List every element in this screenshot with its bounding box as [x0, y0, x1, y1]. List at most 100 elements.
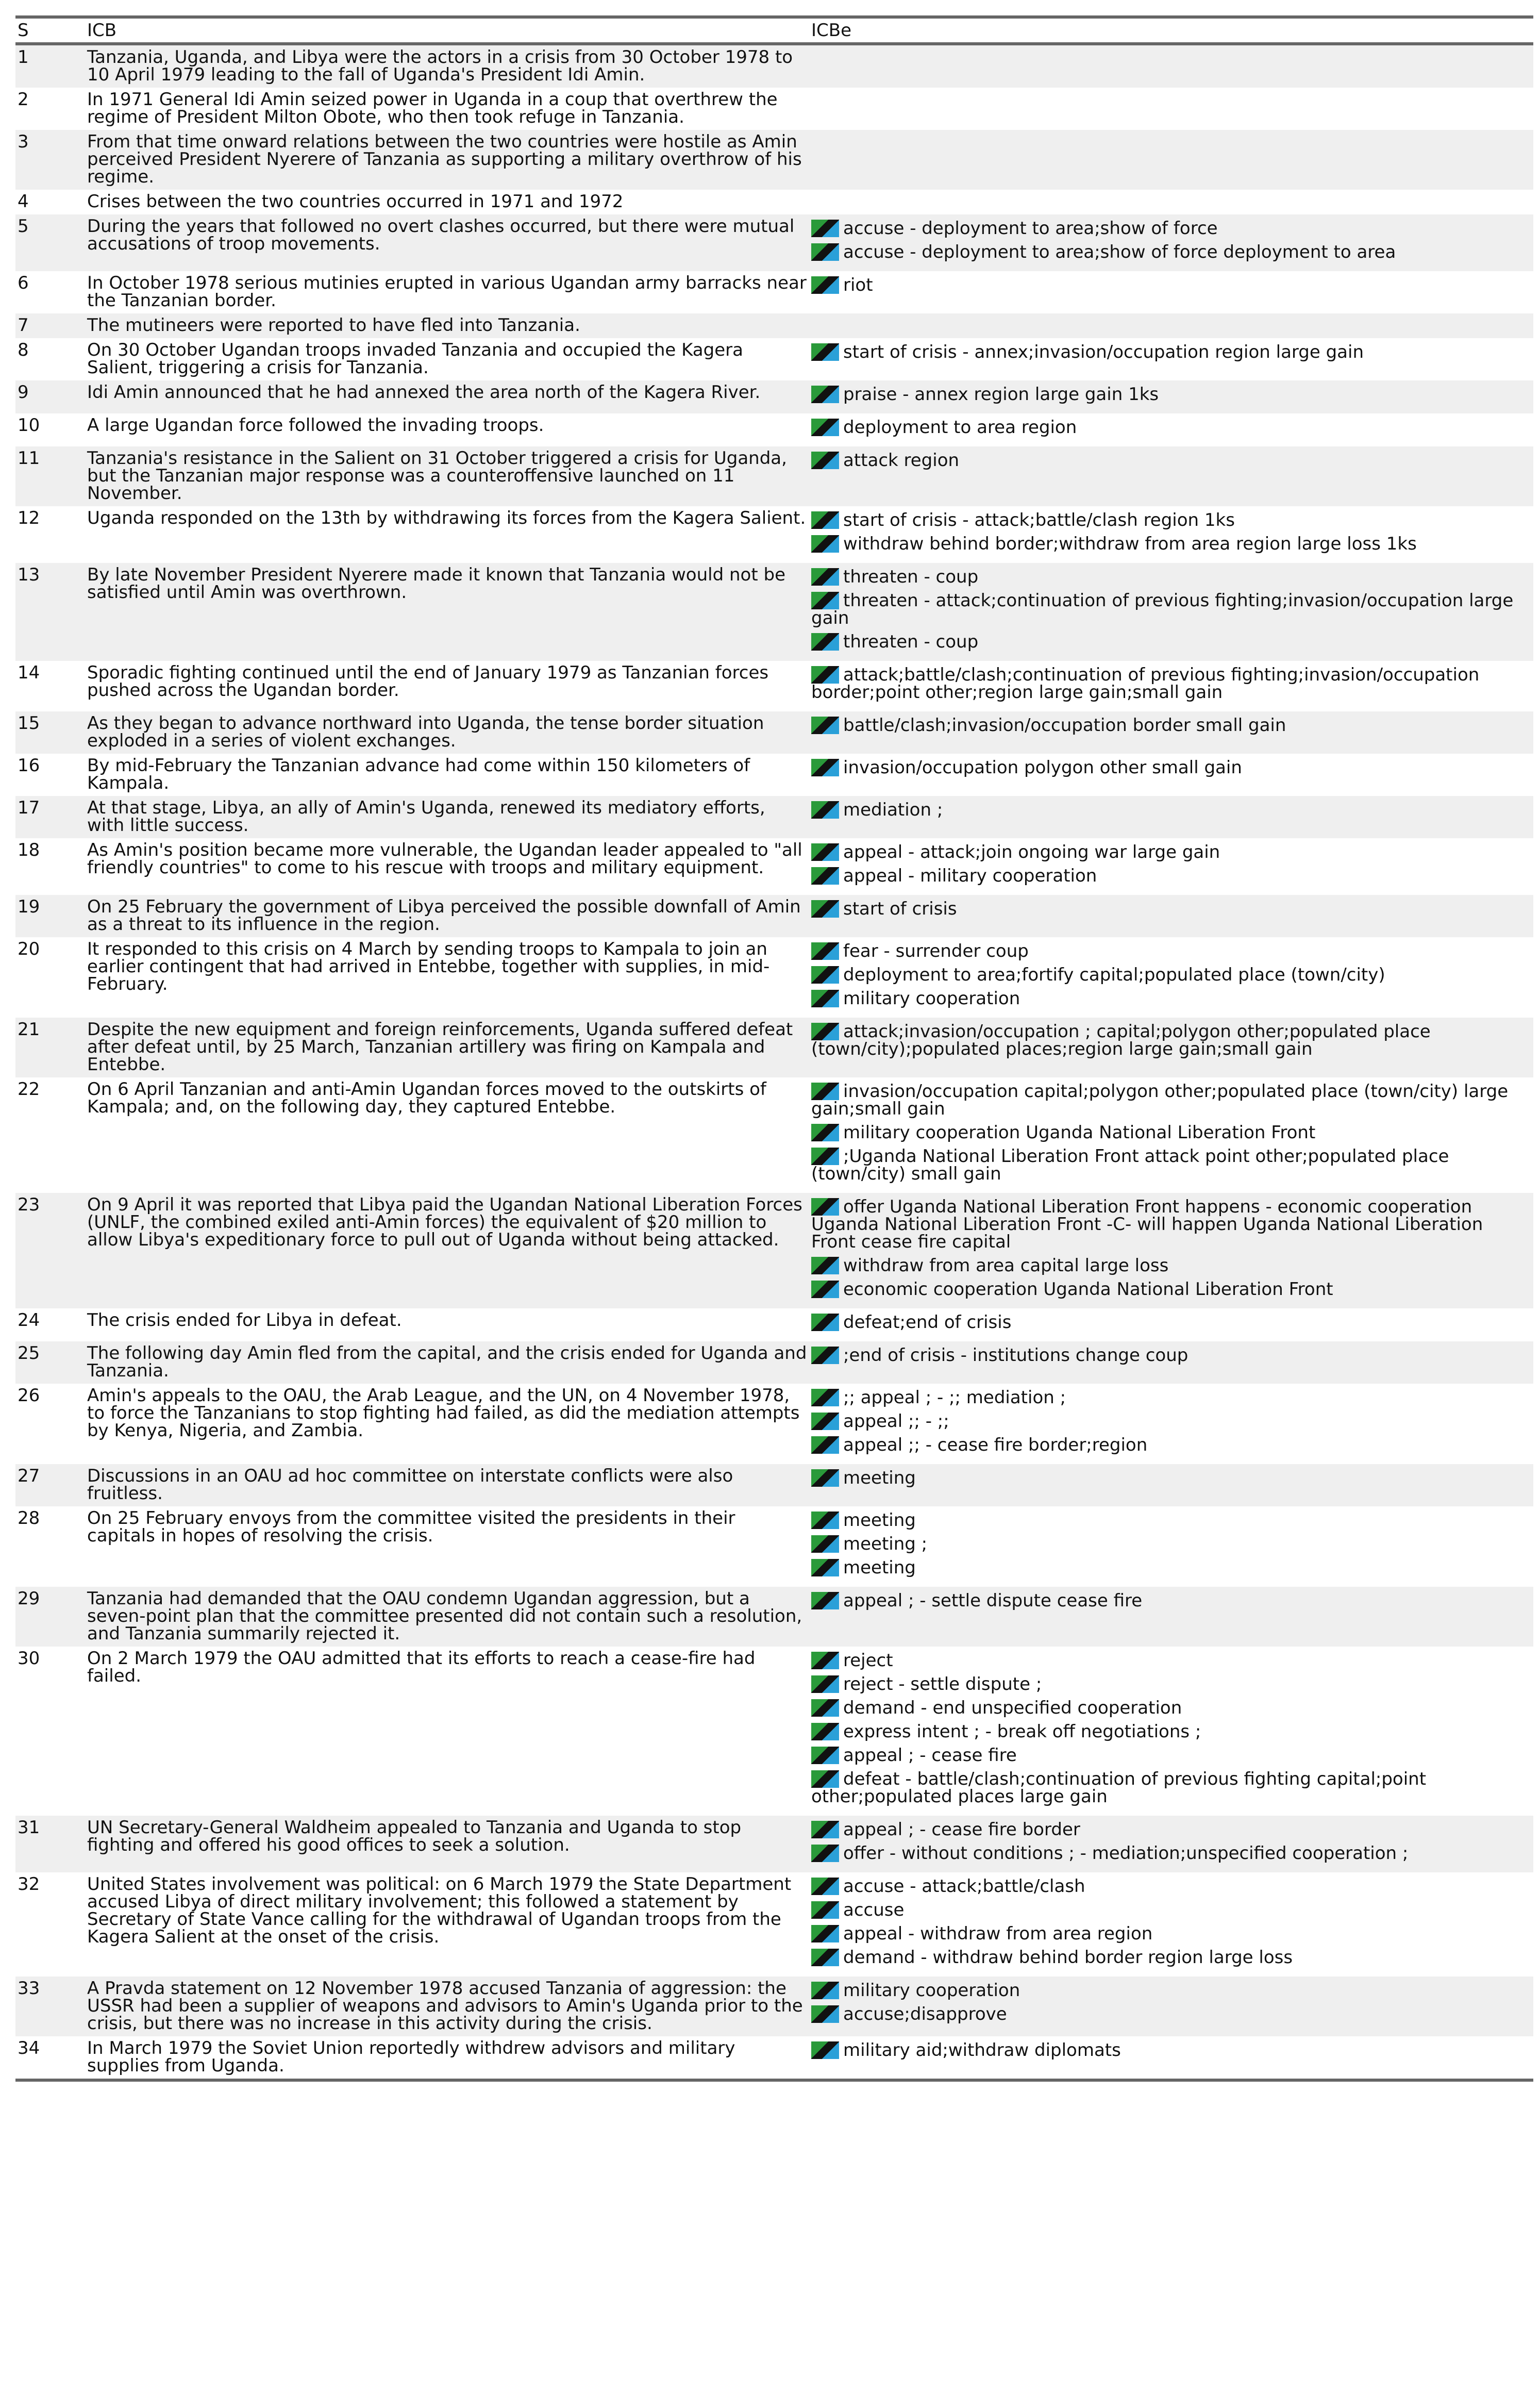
s-cell: 1 [15, 44, 85, 88]
row: 25 The following day Amin fled from the c… [15, 1341, 1533, 1384]
icbe-text: mediation ; [843, 800, 943, 820]
flag-icon [811, 1949, 839, 1966]
flag-icon [811, 1901, 839, 1919]
icb-cell: Amin's appeals to the OAU, the Arab Leag… [87, 1385, 800, 1441]
icbe-text: threaten - coup [843, 567, 979, 587]
header-cell: S [15, 17, 85, 45]
flag-icon [811, 1821, 839, 1838]
row: 16 By mid-February the Tanzanian advance … [15, 754, 1533, 796]
icbe-line: appeal ; - settle dispute cease fire [811, 1592, 1531, 1609]
row: 5 During the years that followed no overt… [15, 214, 1533, 271]
icbe-line: threaten - coup [811, 633, 1531, 651]
row: 17 At that stage, Libya, an ally of Amin'… [15, 796, 1533, 838]
s-cell: 14 [18, 662, 40, 683]
icb-cell: Tanzania had demanded that the OAU conde… [85, 1587, 809, 1647]
icbe-text: withdraw from area capital large loss [843, 1255, 1169, 1276]
icbe-cell: ;end of crisis - institutions change cou… [809, 1341, 1533, 1384]
icbe-cell: attack region [809, 446, 1533, 506]
flag-icon [811, 1652, 839, 1669]
flag-icon [811, 1845, 839, 1862]
row: 2 In 1971 General Idi Amin seized power i… [15, 88, 1533, 130]
flag-icon [811, 220, 839, 237]
icb-cell: Tanzania's resistance in the Salient on … [85, 446, 809, 506]
s-cell: 9 [15, 380, 85, 413]
icbe-line: defeat - battle/clash;continuation of pr… [811, 1770, 1531, 1805]
icbe-line: accuse - attack;battle/clash [811, 1878, 1531, 1895]
flag-icon [811, 1257, 839, 1274]
row: 14 Sporadic fighting continued until the … [15, 661, 1533, 711]
icbe-text: demand - end unspecified cooperation [843, 1698, 1182, 1718]
flag-icon [811, 1389, 839, 1406]
icbe-text: attack;battle/clash;continuation of prev… [811, 665, 1480, 703]
icbe-line: riot [811, 276, 1531, 294]
icbe-text: military cooperation [843, 1980, 1020, 2001]
icbe-text: ;end of crisis - institutions change cou… [843, 1345, 1189, 1366]
icbe-text: threaten - coup [843, 632, 979, 652]
flag-icon [811, 759, 839, 776]
flag-icon [811, 1878, 839, 1895]
s-cell: 8 [18, 340, 29, 360]
icbe-line: attack;battle/clash;continuation of prev… [811, 666, 1531, 701]
icb-cell: A Pravda statement on 12 November 1978 a… [85, 1977, 809, 2036]
flag-icon [811, 511, 839, 529]
icbe-text: deployment to area;fortify capital;popul… [843, 965, 1385, 985]
row: 12 Uganda responded on the 13th by withdr… [15, 506, 1533, 563]
icbe-text: appeal - military cooperation [843, 866, 1097, 886]
icbe-cell [809, 130, 1533, 190]
flag-icon [811, 1469, 839, 1487]
icbe-line: appeal - withdraw from area region [811, 1925, 1531, 1942]
icbe-text: riot [843, 275, 873, 295]
icbe-text: meeting [843, 1468, 916, 1488]
s-cell: 15 [15, 711, 85, 754]
flag-icon [811, 1699, 839, 1717]
s-cell: 28 [18, 1508, 40, 1529]
icbe-line: deployment to area region [811, 419, 1531, 436]
icbe-line: express intent ; - break off negotiation… [811, 1723, 1531, 1740]
icbe-line: praise - annex region large gain 1ks [811, 386, 1531, 403]
icb-cell: On 30 October Ugandan troops invaded Tan… [87, 340, 743, 378]
icbe-line: appeal ;; - cease fire border;region [811, 1436, 1531, 1454]
icbe-line: accuse;disapprove [811, 2005, 1531, 2023]
icbe-text: offer Uganda National Liberation Front h… [811, 1197, 1483, 1252]
icbe-text: appeal - withdraw from area region [843, 1923, 1153, 1944]
icbe-text: accuse - deployment to area;show of forc… [843, 218, 1218, 239]
icbe-line: attack;invasion/occupation ; capital;pol… [811, 1023, 1531, 1058]
icbe-line: battle/clash;invasion/occupation border … [811, 717, 1531, 734]
row: 13 By late November President Nyerere mad… [15, 563, 1533, 661]
icbe-cell: mediation ; [809, 796, 1533, 838]
icbe-line: withdraw from area capital large loss [811, 1257, 1531, 1274]
s-cell: 27 [15, 1464, 85, 1506]
flag-icon [811, 1347, 839, 1364]
s-cell: 21 [15, 1018, 85, 1077]
icbe-text: appeal ; - cease fire border [843, 1819, 1080, 1840]
icbe-cell: military aid;withdraw diplomats [809, 2036, 1533, 2080]
flag-icon [811, 386, 839, 403]
icbe-line: military aid;withdraw diplomats [811, 2041, 1531, 2059]
icbe-text: defeat - battle/clash;continuation of pr… [811, 1769, 1427, 1807]
row: 31 UN Secretary-General Waldheim appealed… [15, 1816, 1533, 1872]
header-cell: ICB [85, 17, 809, 45]
icbe-text: express intent ; - break off negotiation… [843, 1721, 1201, 1742]
flag-icon [811, 990, 839, 1007]
table: S ICB ICBe 1 Tanzania, Uganda, and Libya … [15, 15, 1533, 2082]
icbe-text: appeal - attack;join ongoing war large g… [843, 842, 1220, 862]
icbe-text: offer - without conditions ; - mediation… [843, 1843, 1409, 1864]
flag-icon [811, 1512, 839, 1529]
icb-cell: It responded to this crisis on 4 March b… [87, 939, 770, 994]
icbe-line: ;end of crisis - institutions change cou… [811, 1347, 1531, 1364]
icbe-cell: military cooperation accuse;disapprove [809, 1977, 1533, 2036]
icbe-cell: start of crisis - annex;invasion/occupat… [809, 338, 1533, 380]
icb-cell: In 1971 General Idi Amin seized power in… [87, 89, 778, 127]
row: 27 Discussions in an OAU ad hoc committee… [15, 1464, 1533, 1506]
icbe-cell: defeat;end of crisis [809, 1308, 1533, 1341]
icbe-line: economic cooperation Uganda National Lib… [811, 1281, 1531, 1298]
icbe-line: accuse - deployment to area;show of forc… [811, 220, 1531, 237]
icbe-cell: meeting meeting ; meeting [809, 1506, 1533, 1587]
icbe-line: deployment to area;fortify capital;popul… [811, 966, 1531, 984]
icbe-text: ;; appeal ; - ;; mediation ; [843, 1387, 1066, 1408]
flag-icon [811, 1982, 839, 1999]
icbe-line: meeting ; [811, 1535, 1531, 1553]
s-cell: 34 [18, 2038, 40, 2058]
s-cell: 7 [15, 313, 85, 338]
